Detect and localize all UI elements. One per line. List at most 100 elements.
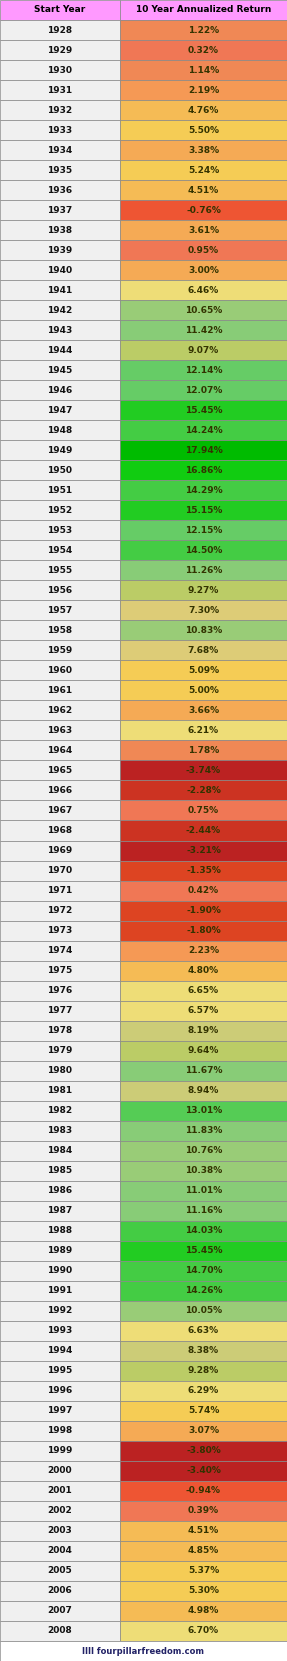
Bar	[120, 1121, 287, 1141]
Bar	[0, 540, 120, 560]
Bar	[0, 1320, 120, 1340]
Bar	[120, 1502, 287, 1521]
Bar	[120, 1241, 287, 1261]
Bar	[120, 1221, 287, 1241]
Bar	[120, 1041, 287, 1061]
Text: 1993: 1993	[47, 1327, 73, 1335]
Text: 1940: 1940	[47, 266, 73, 274]
Text: 6.63%: 6.63%	[188, 1327, 219, 1335]
Text: 6.21%: 6.21%	[188, 726, 219, 734]
Text: 11.26%: 11.26%	[185, 566, 222, 575]
Bar	[0, 1541, 120, 1561]
Bar	[0, 1340, 120, 1360]
Bar	[0, 321, 120, 341]
Text: 8.94%: 8.94%	[188, 1086, 219, 1095]
Text: 1964: 1964	[47, 746, 73, 756]
Text: 1977: 1977	[47, 1007, 73, 1015]
Bar	[0, 1420, 120, 1440]
Bar	[0, 1502, 120, 1521]
Text: 1984: 1984	[47, 1146, 73, 1154]
Text: 1933: 1933	[47, 126, 73, 135]
Bar	[0, 1581, 120, 1601]
Bar	[0, 1161, 120, 1181]
Text: 1947: 1947	[47, 405, 73, 415]
Bar	[0, 1121, 120, 1141]
Text: 6.46%: 6.46%	[188, 286, 219, 294]
Text: 11.01%: 11.01%	[185, 1186, 222, 1196]
Bar	[0, 1482, 120, 1502]
Bar	[120, 360, 287, 380]
Bar	[120, 980, 287, 1000]
Bar	[0, 380, 120, 400]
Text: 1978: 1978	[47, 1026, 73, 1035]
Text: 4.51%: 4.51%	[188, 1526, 219, 1535]
Bar	[120, 159, 287, 179]
Bar	[120, 560, 287, 580]
Bar	[0, 1081, 120, 1101]
Bar	[0, 1301, 120, 1320]
Bar	[120, 1621, 287, 1641]
Bar	[120, 0, 287, 20]
Text: 2002: 2002	[48, 1507, 72, 1515]
Text: 1942: 1942	[47, 306, 73, 314]
Bar	[120, 520, 287, 540]
Bar	[0, 721, 120, 741]
Text: 1932: 1932	[47, 106, 73, 115]
Text: 1985: 1985	[47, 1166, 73, 1176]
Text: 6.57%: 6.57%	[188, 1007, 219, 1015]
Bar	[120, 321, 287, 341]
Bar	[0, 1261, 120, 1281]
Text: 12.15%: 12.15%	[185, 527, 222, 535]
Bar	[120, 380, 287, 400]
Bar	[0, 661, 120, 681]
Bar	[120, 1581, 287, 1601]
Text: 1995: 1995	[47, 1367, 73, 1375]
Bar	[120, 480, 287, 500]
Bar	[0, 1641, 287, 1661]
Text: 1936: 1936	[47, 186, 73, 194]
Text: 1956: 1956	[47, 586, 73, 595]
Text: 1957: 1957	[47, 606, 73, 615]
Bar	[120, 641, 287, 661]
Text: 5.37%: 5.37%	[188, 1566, 219, 1575]
Text: 15.45%: 15.45%	[185, 1246, 222, 1256]
Text: 1960: 1960	[48, 666, 73, 674]
Text: 1948: 1948	[47, 425, 73, 435]
Bar	[120, 60, 287, 80]
Bar	[120, 1201, 287, 1221]
Text: 1928: 1928	[47, 25, 73, 35]
Text: 1958: 1958	[47, 626, 73, 635]
Bar	[120, 620, 287, 641]
Bar	[0, 199, 120, 221]
Bar	[0, 801, 120, 821]
Text: 1981: 1981	[47, 1086, 73, 1095]
Bar	[0, 360, 120, 380]
Text: 3.00%: 3.00%	[188, 266, 219, 274]
Bar	[120, 600, 287, 620]
Bar	[120, 281, 287, 301]
Text: 1952: 1952	[47, 507, 73, 515]
Text: 1.14%: 1.14%	[188, 65, 219, 75]
Text: 1961: 1961	[47, 686, 73, 694]
Text: 1.78%: 1.78%	[188, 746, 219, 756]
Text: 1989: 1989	[47, 1246, 73, 1256]
Text: -0.76%: -0.76%	[186, 206, 221, 214]
Bar	[120, 261, 287, 281]
Text: 9.07%: 9.07%	[188, 345, 219, 355]
Bar	[0, 980, 120, 1000]
Bar	[0, 860, 120, 880]
Bar	[120, 1161, 287, 1181]
Text: 0.39%: 0.39%	[188, 1507, 219, 1515]
Bar	[120, 1601, 287, 1621]
Text: 5.24%: 5.24%	[188, 166, 219, 174]
Text: 2000: 2000	[48, 1467, 72, 1475]
Bar	[120, 120, 287, 140]
Bar	[0, 440, 120, 460]
Bar	[120, 140, 287, 159]
Bar	[0, 400, 120, 420]
Text: 10 Year Annualized Return: 10 Year Annualized Return	[136, 5, 271, 15]
Text: -3.21%: -3.21%	[186, 845, 221, 855]
Bar	[0, 480, 120, 500]
Text: 1972: 1972	[47, 905, 73, 915]
Bar	[0, 1061, 120, 1081]
